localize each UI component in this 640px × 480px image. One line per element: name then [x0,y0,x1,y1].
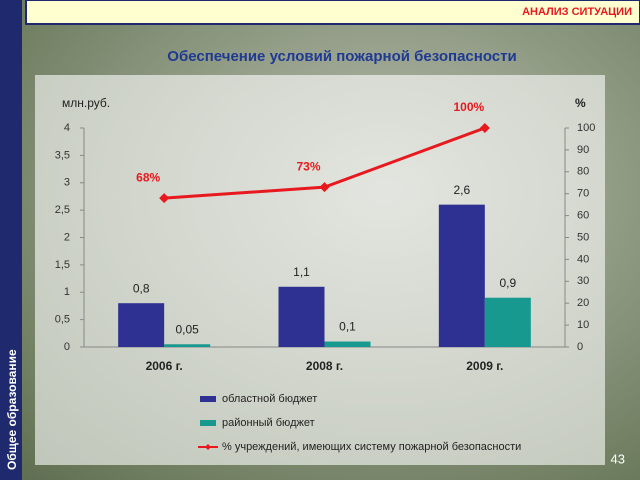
legend-swatch [200,396,216,402]
bar-value-label: 2,6 [453,183,470,197]
bar-value-label: 0,05 [175,322,199,336]
y2-tick-label: 70 [577,188,589,200]
sidebar-label: Общее образование [5,349,19,470]
line-marker [159,193,170,204]
y-tick-label: 4 [64,122,70,134]
line-marker [319,182,330,193]
sidebar [0,0,22,480]
legend-swatch [200,420,216,426]
y2-tick-label: 0 [577,341,583,353]
bar-value-label: 0,9 [499,276,516,290]
y2-tick-label: 40 [577,253,589,265]
bar-value-label: 0,1 [339,320,356,334]
legend-swatch-marker [205,444,211,450]
y-tick-label: 3 [64,177,70,189]
line-value-label: 68% [136,170,160,184]
x-tick-label: 2006 г. [146,359,183,373]
y-tick-label: 1 [64,286,70,298]
y2-tick-label: 60 [577,210,589,222]
bar [278,286,325,347]
legend-label: % учреждений, имеющих систему пожарной б… [222,441,521,453]
line-marker [479,123,490,133]
y2-axis-label: % [575,96,586,110]
legend-label: районный бюджет [222,417,315,429]
y-tick-label: 0 [64,341,70,353]
y2-tick-label: 50 [577,231,589,243]
bar [438,204,485,347]
y2-tick-label: 100 [577,122,595,134]
x-tick-label: 2009 г. [466,359,503,373]
chart-panel [35,75,605,465]
bar-value-label: 0,8 [133,281,150,295]
y-tick-label: 2 [64,231,70,243]
x-tick-label: 2008 г. [306,359,343,373]
legend-label: областной бюджет [222,393,317,405]
chart-title: Обеспечение условий пожарной безопасност… [167,48,516,65]
y2-tick-label: 80 [577,166,589,178]
bar [164,344,211,347]
page-number: 43 [611,451,625,466]
y-tick-label: 3,5 [55,149,70,161]
header-section: АНАЛИЗ СИТУАЦИИ [522,6,632,18]
bar [484,297,531,347]
bar [324,341,371,347]
header-bar [25,0,640,25]
y2-tick-label: 20 [577,297,589,309]
line-value-label: 100% [453,100,484,114]
bar-value-label: 1,1 [293,265,310,279]
y-tick-label: 0,5 [55,314,70,326]
y2-tick-label: 90 [577,144,589,156]
line-value-label: 73% [296,159,320,173]
y-tick-label: 1,5 [55,259,70,271]
y-axis-label: млн.руб. [62,96,110,110]
bar [118,303,165,347]
y-tick-label: 2,5 [55,204,70,216]
y2-tick-label: 10 [577,319,589,331]
y2-tick-label: 30 [577,275,589,287]
